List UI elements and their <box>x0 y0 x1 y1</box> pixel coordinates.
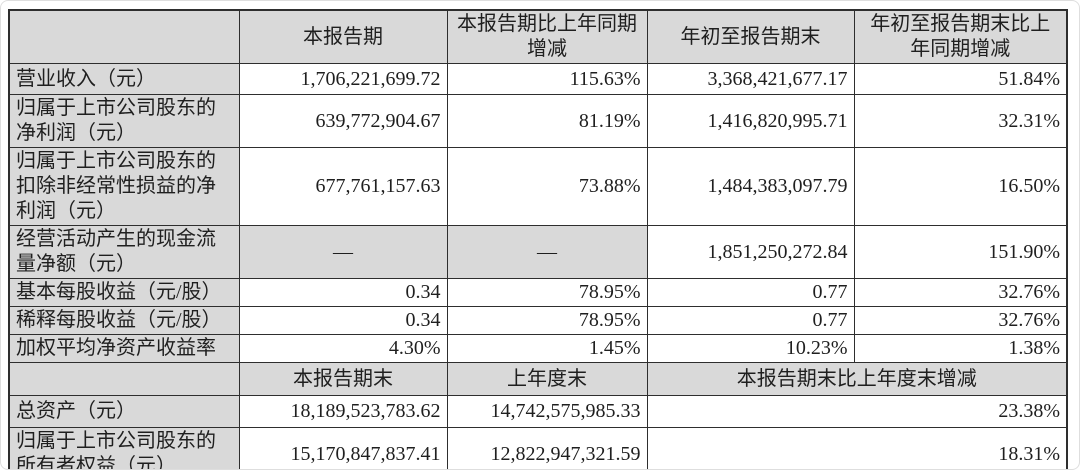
table-row-net-profit-excl-nonrecurring: 归属于上市公司股东的扣除非经常性损益的净利润（元） 677,761,157.63… <box>8 147 1068 226</box>
financial-summary-table: 本报告期 本报告期比上年同期增减 年初至报告期末 年初至报告期末比上年同期增减 … <box>8 9 1068 469</box>
row-label: 经营活动产生的现金流量净额（元） <box>8 225 240 279</box>
row-label: 归属于上市公司股东的扣除非经常性损益的净利润（元） <box>8 147 240 226</box>
row-label: 归属于上市公司股东的所有者权益（元） <box>8 427 240 469</box>
cell-value: 32.76% <box>853 306 1068 335</box>
col-header-yoy-change: 本报告期比上年同期增减 <box>446 9 648 64</box>
cell-value: 1.45% <box>446 334 648 363</box>
row-label: 营业收入（元） <box>8 63 240 95</box>
cell-value: 115.63% <box>446 63 648 95</box>
cell-value: 23.38% <box>646 395 1068 428</box>
cell-value: 639,772,904.67 <box>238 94 448 148</box>
col-header-period-end: 本报告期末 <box>238 362 448 396</box>
section2-header-row: 本报告期末 上年度末 本报告期末比上年度末增减 <box>8 362 1068 396</box>
table-row-weighted-avg-roe: 加权平均净资产收益率 4.30% 1.45% 10.23% 1.38% <box>8 334 1068 363</box>
cell-value: 32.76% <box>853 278 1068 307</box>
col-header-period-end-change: 本报告期末比上年度末增减 <box>646 362 1068 396</box>
section1-header-row: 本报告期 本报告期比上年同期增减 年初至报告期末 年初至报告期末比上年同期增减 <box>8 9 1068 64</box>
table-row-net-profit: 归属于上市公司股东的净利润（元） 639,772,904.67 81.19% 1… <box>8 94 1068 148</box>
cell-value: 10.23% <box>646 334 855 363</box>
cell-value: 1,484,383,097.79 <box>646 147 855 226</box>
col-header-current-period: 本报告期 <box>238 9 448 64</box>
cell-value: 18.31% <box>646 427 1068 469</box>
corner-empty-cell <box>8 362 240 396</box>
cell-value: 1.38% <box>853 334 1068 363</box>
table-row-operating-cash-flow: 经营活动产生的现金流量净额（元） — — 1,851,250,272.84 15… <box>8 225 1068 279</box>
cell-value: 0.34 <box>238 278 448 307</box>
cell-value: 0.77 <box>646 306 855 335</box>
cell-value: 3,368,421,677.17 <box>646 63 855 95</box>
corner-empty-cell <box>8 9 240 64</box>
table-row-total-assets: 总资产（元） 18,189,523,783.62 14,742,575,985.… <box>8 395 1068 428</box>
table-row-revenue: 营业收入（元） 1,706,221,699.72 115.63% 3,368,4… <box>8 63 1068 95</box>
cell-dash: — <box>446 225 648 279</box>
cell-value: 15,170,847,837.41 <box>238 427 448 469</box>
cell-dash: — <box>238 225 448 279</box>
table-row-basic-eps: 基本每股收益（元/股） 0.34 78.95% 0.77 32.76% <box>8 278 1068 307</box>
col-header-ytd-yoy-change: 年初至报告期末比上年同期增减 <box>853 9 1068 64</box>
cell-value: 1,851,250,272.84 <box>646 225 855 279</box>
cell-value: 677,761,157.63 <box>238 147 448 226</box>
cell-value: 151.90% <box>853 225 1068 279</box>
table-row-owners-equity: 归属于上市公司股东的所有者权益（元） 15,170,847,837.41 12,… <box>8 427 1068 469</box>
cell-value: 1,416,820,995.71 <box>646 94 855 148</box>
cell-value: 0.34 <box>238 306 448 335</box>
row-label: 稀释每股收益（元/股） <box>8 306 240 335</box>
row-label: 归属于上市公司股东的净利润（元） <box>8 94 240 148</box>
cell-value: 4.30% <box>238 334 448 363</box>
cell-value: 78.95% <box>446 306 648 335</box>
cell-value: 78.95% <box>446 278 648 307</box>
cell-value: 73.88% <box>446 147 648 226</box>
row-label: 总资产（元） <box>8 395 240 428</box>
row-label: 基本每股收益（元/股） <box>8 278 240 307</box>
cell-value: 12,822,947,321.59 <box>446 427 648 469</box>
cell-value: 1,706,221,699.72 <box>238 63 448 95</box>
col-header-ytd: 年初至报告期末 <box>646 9 855 64</box>
cell-value: 14,742,575,985.33 <box>446 395 648 428</box>
cell-value: 51.84% <box>853 63 1068 95</box>
cell-value: 16.50% <box>853 147 1068 226</box>
cell-value: 18,189,523,783.62 <box>238 395 448 428</box>
cell-value: 81.19% <box>446 94 648 148</box>
table-row-diluted-eps: 稀释每股收益（元/股） 0.34 78.95% 0.77 32.76% <box>8 306 1068 335</box>
col-header-prior-year-end: 上年度末 <box>446 362 648 396</box>
cell-value: 0.77 <box>646 278 855 307</box>
cell-value: 32.31% <box>853 94 1068 148</box>
row-label: 加权平均净资产收益率 <box>8 334 240 363</box>
